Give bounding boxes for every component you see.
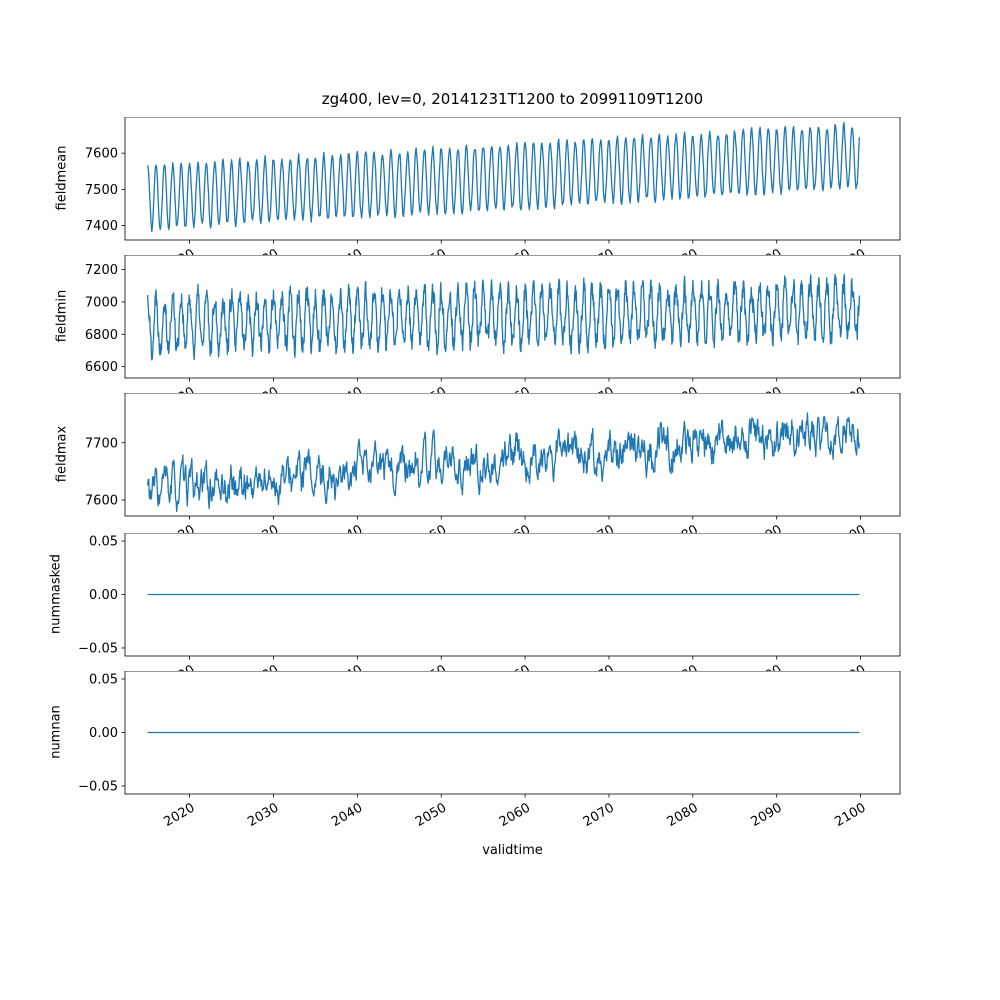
y-tick-label: −0.05 (78, 779, 118, 794)
x-tick-label: 2060 (497, 800, 533, 830)
y-tick-label: 0.00 (89, 726, 118, 741)
data-line-fieldmax (147, 412, 861, 513)
x-tick-label: 2050 (413, 800, 449, 830)
x-tick-label: 2090 (749, 800, 785, 830)
y-axis-label-nummasked: nummasked (48, 554, 64, 634)
x-axis-label: validtime (482, 843, 543, 858)
y-tick-label: 7500 (85, 183, 118, 198)
axes-background (125, 255, 900, 378)
data-line-fieldmean (147, 121, 861, 233)
y-tick-label: 7600 (85, 493, 118, 508)
y-tick-label: 0.05 (89, 673, 118, 688)
y-tick-label: −0.05 (78, 641, 118, 656)
y-tick-label: 7200 (85, 263, 118, 278)
x-tick-label: 2070 (581, 800, 617, 830)
y-tick-label: 0.05 (89, 535, 118, 550)
y-tick-label: 0.00 (89, 588, 118, 603)
x-tick-label: 2100 (832, 800, 868, 830)
axes-frame (124, 393, 901, 517)
x-tick-label: 2080 (665, 800, 701, 830)
x-tick-label: 2040 (329, 800, 365, 830)
y-axis-label-fieldmin: fieldmin (54, 289, 70, 343)
x-tick-label: 2030 (245, 800, 281, 830)
y-axis-label-numnan: numnan (48, 705, 64, 759)
y-axis-label-fieldmax: fieldmax (54, 425, 70, 483)
x-tick-label: 2020 (161, 800, 197, 830)
plot-title: zg400, lev=0, 20141231T1200 to 20991109T… (321, 90, 704, 108)
data-line-fieldmin (147, 273, 861, 361)
y-tick-label: 6600 (85, 360, 118, 375)
axes-frame (124, 533, 901, 657)
y-tick-label: 7600 (85, 147, 118, 162)
axes-frame (124, 671, 901, 795)
y-tick-label: 6800 (85, 328, 118, 343)
y-tick-label: 7400 (85, 219, 118, 234)
axes-frame (124, 117, 901, 241)
axes-frame (124, 255, 901, 379)
y-tick-label: 7700 (85, 436, 118, 451)
subplot-numnan: −0.05 0.00 0.05 2020 2030 2040 2050 2060 2070 208… (78, 671, 901, 830)
y-tick-label: 7000 (85, 295, 118, 310)
y-axis-label-fieldmean: fieldmean (54, 145, 70, 211)
